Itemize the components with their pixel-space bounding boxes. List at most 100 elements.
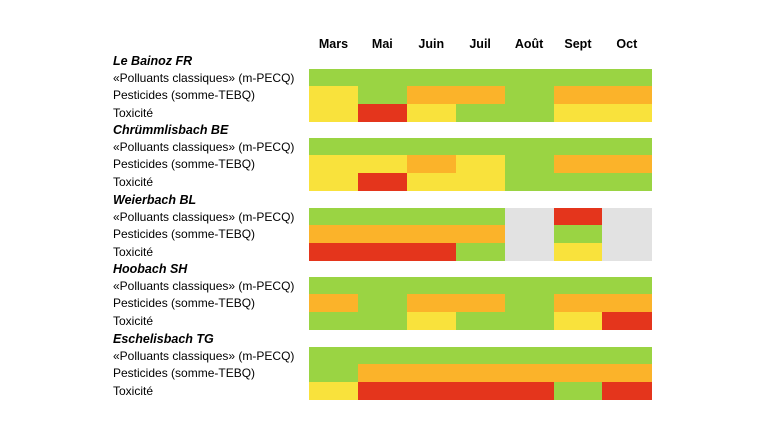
indicator-label: Pesticides (somme-TEBQ) xyxy=(113,88,256,103)
heatmap-cell xyxy=(602,294,652,313)
heatmap-cell xyxy=(406,225,457,244)
heatmap-cell xyxy=(357,208,408,226)
month-header-row: Mars Mai Juin Juil Août Sept Oct xyxy=(0,0,760,60)
heatmap-cell xyxy=(406,381,457,400)
heatmap-cell xyxy=(455,364,506,383)
heatmap-cell xyxy=(357,364,408,383)
heatmap-cell xyxy=(504,172,555,191)
heatmap-cell xyxy=(455,381,506,400)
heatmap-cell xyxy=(406,138,457,156)
indicator-label: Pesticides (somme-TEBQ) xyxy=(113,366,256,381)
heatmap-cell xyxy=(455,172,506,191)
heatmap-cell xyxy=(553,294,603,313)
heatmap-cell xyxy=(406,277,457,295)
heatmap-cell xyxy=(553,155,603,174)
heatmap-cell xyxy=(357,242,408,261)
heatmap-cell xyxy=(309,242,359,261)
heatmap-cell xyxy=(553,277,603,295)
month-label: Mai xyxy=(371,37,393,51)
heatmap-cell xyxy=(553,172,603,191)
month-label: Oct xyxy=(616,37,638,51)
heatmap-cell xyxy=(309,381,359,400)
heatmap-cell xyxy=(455,86,506,105)
heatmap-cell xyxy=(553,242,603,261)
heatmap-cell xyxy=(357,381,408,400)
heatmap-cell xyxy=(406,347,457,365)
heatmap-cell xyxy=(455,277,506,295)
heatmap-cell xyxy=(309,208,359,226)
heatmap-cell xyxy=(406,172,457,191)
month-label: Mars xyxy=(318,37,349,51)
heatmap-cell xyxy=(455,155,506,174)
heatmap-cell xyxy=(309,155,359,174)
heatmap-cell xyxy=(602,364,652,383)
month-label: Sept xyxy=(564,37,592,51)
indicator-label: Toxicité xyxy=(113,174,154,189)
heatmap-cell xyxy=(357,103,408,122)
heatmap-cell xyxy=(309,311,359,330)
indicator-label: Pesticides (somme-TEBQ) xyxy=(113,157,256,172)
site-title: Hoobach SH xyxy=(113,262,188,276)
heatmap-cell xyxy=(406,294,457,313)
heatmap-cell xyxy=(602,69,652,87)
indicator-label: «Polluants classiques» (m-PECQ) xyxy=(113,279,295,293)
indicator-label: Toxicité xyxy=(113,313,154,328)
heatmap-cell xyxy=(504,277,555,295)
heatmap-cell xyxy=(455,208,506,226)
heatmap-cell xyxy=(309,69,359,87)
heatmap-cell xyxy=(553,347,603,365)
site-title: Chrümmlisbach BE xyxy=(113,123,229,137)
indicator-label: Toxicité xyxy=(113,383,154,398)
heatmap-cell xyxy=(455,347,506,365)
heatmap-cell xyxy=(406,69,457,87)
heatmap-cell xyxy=(357,225,408,244)
heatmap-cell xyxy=(504,311,555,330)
heatmap-cell xyxy=(504,155,555,174)
heatmap-cell xyxy=(357,69,408,87)
site-title: Weierbach BL xyxy=(113,193,197,207)
heatmap-cell xyxy=(602,347,652,365)
heatmap-cell xyxy=(504,225,555,244)
month-label: Juil xyxy=(469,37,491,51)
heatmap-cell xyxy=(406,208,457,226)
heatmap-cell xyxy=(357,311,408,330)
indicator-label: «Polluants classiques» (m-PECQ) xyxy=(113,71,295,85)
heatmap-cell xyxy=(553,103,603,122)
heatmap-cell xyxy=(406,86,457,105)
heatmap-cell xyxy=(357,86,408,105)
heatmap-cell xyxy=(309,86,359,105)
heatmap-cell xyxy=(357,155,408,174)
heatmap-cell xyxy=(406,155,457,174)
heatmap-cell xyxy=(553,381,603,400)
heatmap-cell xyxy=(504,242,555,261)
heatmap-cell xyxy=(504,69,555,87)
heatmap-cell xyxy=(504,347,555,365)
indicator-label: Pesticides (somme-TEBQ) xyxy=(113,227,256,242)
heatmap-cell xyxy=(602,225,652,244)
heatmap-cell xyxy=(553,225,603,244)
site-title: Eschelisbach TG xyxy=(113,332,214,346)
heatmap-cell xyxy=(602,311,652,330)
heatmap-cell xyxy=(455,138,506,156)
heatmap-cell xyxy=(357,138,408,156)
heatmap-cell xyxy=(357,172,408,191)
heatmap-cell xyxy=(504,208,555,226)
heatmap-cell xyxy=(455,103,506,122)
heatmap-cell xyxy=(406,311,457,330)
heatmap-cell xyxy=(406,103,457,122)
indicator-label: Toxicité xyxy=(113,105,154,120)
heatmap-cell xyxy=(455,69,506,87)
heatmap-cell xyxy=(602,103,652,122)
heatmap-cell xyxy=(504,103,555,122)
heatmap-cell xyxy=(309,138,359,156)
heatmap-cell xyxy=(602,172,652,191)
heatmap-cell xyxy=(602,242,652,261)
heatmap-cell xyxy=(309,172,359,191)
indicator-label: «Polluants classiques» (m-PECQ) xyxy=(113,349,295,363)
heatmap-cell xyxy=(504,364,555,383)
heatmap-cell xyxy=(602,138,652,156)
indicator-label: Pesticides (somme-TEBQ) xyxy=(113,296,256,311)
heatmap-cell xyxy=(553,86,603,105)
